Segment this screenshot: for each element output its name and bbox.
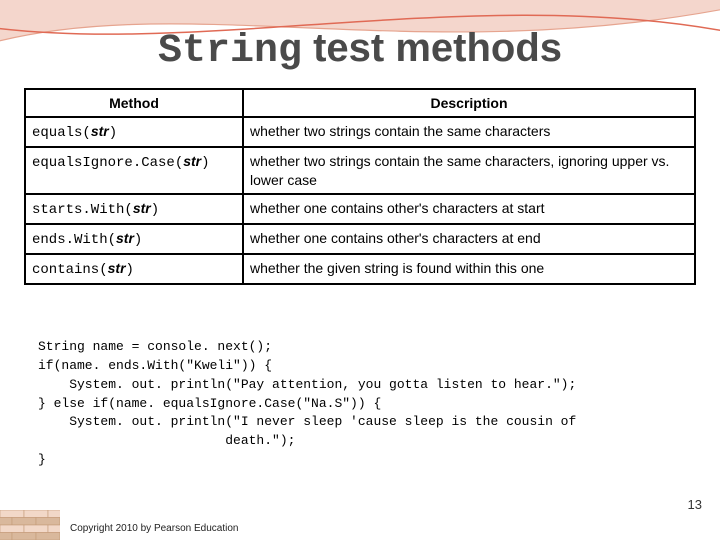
method-cell: equalsIgnore.Case(str) [25, 147, 243, 193]
copyright-text: Copyright 2010 by Pearson Education [70, 523, 238, 534]
table-row: equals(str)whether two strings contain t… [25, 117, 695, 147]
table-row: contains(str)whether the given string is… [25, 254, 695, 284]
header-method: Method [25, 89, 243, 117]
slide: String test methods Method Description e… [0, 0, 720, 540]
description-cell: whether two strings contain the same cha… [243, 147, 695, 193]
title-text-part: test methods [302, 26, 562, 70]
table-header-row: Method Description [25, 89, 695, 117]
brick-decoration [0, 510, 60, 540]
description-cell: whether the given string is found within… [243, 254, 695, 284]
description-cell: whether one contains other's characters … [243, 224, 695, 254]
method-cell: starts.With(str) [25, 194, 243, 224]
slide-title: String test methods [0, 26, 720, 74]
title-code-part: String [158, 29, 302, 74]
header-description: Description [243, 89, 695, 117]
page-number: 13 [688, 497, 702, 512]
description-cell: whether one contains other's characters … [243, 194, 695, 224]
method-cell: ends.With(str) [25, 224, 243, 254]
table-row: equalsIgnore.Case(str)whether two string… [25, 147, 695, 193]
table-row: starts.With(str)whether one contains oth… [25, 194, 695, 224]
description-cell: whether two strings contain the same cha… [243, 117, 695, 147]
method-cell: contains(str) [25, 254, 243, 284]
method-cell: equals(str) [25, 117, 243, 147]
table-row: ends.With(str)whether one contains other… [25, 224, 695, 254]
methods-table: Method Description equals(str)whether tw… [24, 88, 696, 285]
code-example: String name = console. next(); if(name. … [38, 338, 698, 470]
